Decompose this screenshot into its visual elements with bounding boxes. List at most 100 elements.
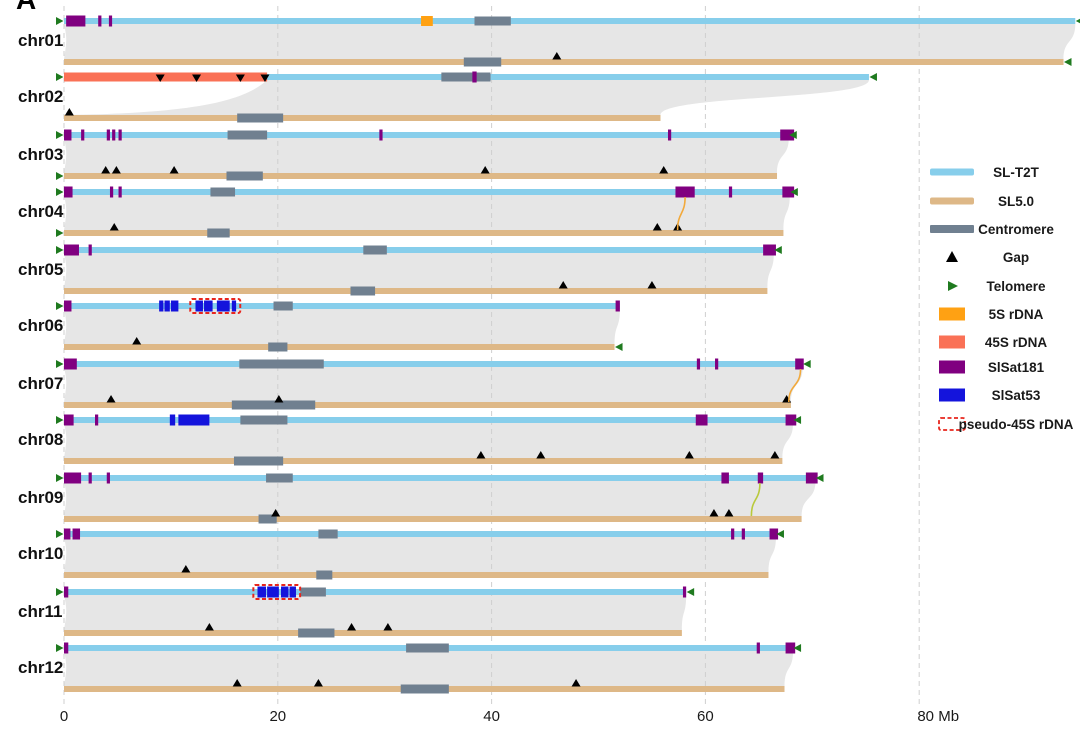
gap-marker — [571, 679, 581, 687]
telomere-marker — [869, 73, 877, 81]
sat53-block — [257, 586, 267, 598]
legend-swatch-pseudo45s — [938, 417, 966, 431]
gap-marker — [181, 565, 191, 573]
sat181-block — [64, 300, 72, 312]
sat181-block — [379, 129, 383, 141]
chromosome-label: chr04 — [18, 202, 64, 221]
gap-marker — [101, 166, 111, 174]
legend-label: 45S rDNA — [985, 335, 1048, 350]
centromere-block — [474, 16, 511, 26]
chromosome-label: chr02 — [18, 87, 63, 106]
centromere-block — [210, 187, 236, 197]
chromosome-label: chr12 — [18, 658, 63, 677]
gap-marker — [647, 281, 657, 289]
axis-tick-label: 60 — [697, 708, 714, 725]
sat181-block — [785, 642, 796, 654]
chromosome-label: chr06 — [18, 316, 63, 335]
sat181-block — [109, 186, 114, 198]
sl5-bar — [64, 230, 784, 236]
legend-label: Gap — [1003, 250, 1029, 265]
sat181-block — [756, 642, 760, 654]
axis-tick-label: 20 — [269, 708, 286, 725]
t2t-bar — [64, 589, 687, 595]
sat53-block — [170, 300, 179, 312]
rdna45s-block — [64, 72, 268, 82]
pseudo45s-box — [189, 298, 242, 314]
t2t-bar — [64, 475, 816, 481]
telomere-marker — [803, 360, 811, 368]
sat181-block — [112, 129, 116, 141]
centromere-block — [273, 301, 293, 311]
axis-tick-label: 40 — [483, 708, 500, 725]
synteny-ribbon — [64, 537, 776, 572]
sat181-block — [98, 15, 102, 27]
centromere-block — [318, 529, 338, 539]
sat181-block — [64, 414, 74, 426]
centromere-block — [207, 228, 230, 238]
sat181-block — [88, 244, 92, 256]
sat181-block — [741, 528, 745, 540]
sl5-bar — [64, 516, 802, 522]
sat181-block — [106, 129, 110, 141]
synteny-ribbon — [64, 595, 687, 630]
gap-marker — [204, 623, 214, 631]
gap-marker — [169, 166, 179, 174]
synteny-ribbon — [64, 24, 1076, 59]
centromere-block — [400, 684, 449, 694]
centromere-block — [233, 456, 284, 466]
sl5-bar — [64, 402, 791, 408]
telomere-marker — [776, 530, 784, 538]
sat181-block — [72, 528, 81, 540]
gap-marker — [64, 108, 74, 116]
sl5-bar — [64, 572, 769, 578]
sat181-block — [780, 129, 795, 141]
sat181-block — [64, 358, 77, 370]
legend-swatch-rdna5s — [939, 307, 965, 321]
gap-marker — [552, 52, 562, 60]
legend-label: 5S rDNA — [989, 307, 1044, 322]
legend-swatch-gap — [946, 251, 958, 262]
sat181-block — [66, 15, 86, 27]
legend-swatch-sat181 — [939, 360, 965, 374]
telomere-marker — [56, 188, 64, 196]
sat181-block — [108, 15, 113, 27]
synteny-ribbon — [64, 651, 794, 686]
sat181-block — [64, 642, 69, 654]
chromosome-label: chr11 — [18, 602, 62, 621]
gap-marker — [109, 223, 119, 231]
sat53-block — [216, 300, 230, 312]
telomere-marker — [56, 588, 64, 596]
sat53-block — [204, 300, 213, 312]
gap-marker — [684, 451, 694, 459]
telomere-marker — [56, 416, 64, 424]
centromere-block — [231, 400, 316, 410]
centromere-block — [237, 113, 284, 123]
telomere-marker — [56, 302, 64, 310]
axis-tick-label: 0 — [60, 708, 68, 725]
telomere-marker — [56, 131, 64, 139]
sl5-bar — [64, 59, 1064, 65]
synteny-ribbon — [64, 423, 794, 458]
gap-marker — [274, 395, 284, 403]
sat181-block — [118, 129, 122, 141]
sat181-block — [695, 414, 708, 426]
t2t-bar — [64, 417, 794, 423]
chromosome-label: chr05 — [18, 260, 63, 279]
chromosome-label: chr07 — [18, 374, 63, 393]
gap-marker — [480, 166, 490, 174]
centromere-block — [227, 130, 268, 140]
chromosome-label: chr08 — [18, 430, 63, 449]
pseudo45s-box — [252, 584, 302, 600]
sat181-block — [64, 472, 82, 484]
centromere-block — [298, 628, 335, 638]
legend-swatch-t2t_bar — [930, 168, 974, 176]
gap-marker — [192, 74, 202, 82]
gap-marker — [271, 509, 281, 517]
legend-swatch-centromere — [930, 225, 974, 233]
legend-label: pseudo-45S rDNA — [959, 417, 1074, 432]
gap-marker — [155, 74, 165, 82]
telomere-marker — [1064, 58, 1072, 66]
telomere-marker — [793, 644, 802, 652]
sat53-block — [164, 300, 170, 312]
sat181-block — [795, 358, 804, 370]
